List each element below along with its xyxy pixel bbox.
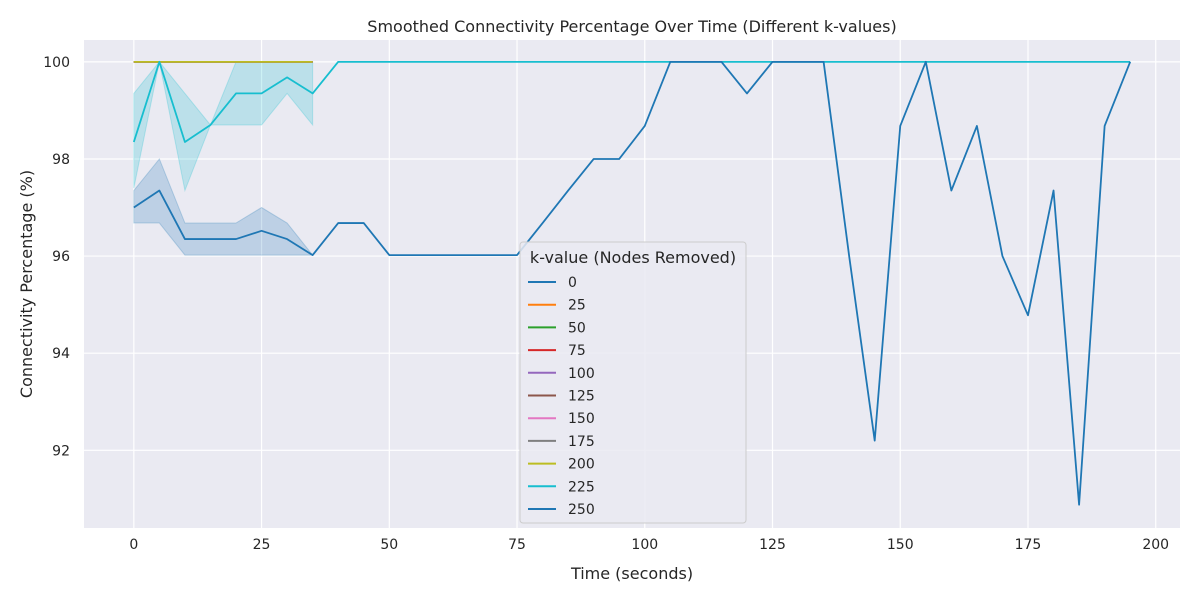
legend-label-150: 150 — [568, 411, 595, 427]
x-tick-label: 25 — [253, 537, 271, 553]
legend-items: 0 25 50 75 100 125 150 175 200 225 250 — [528, 275, 595, 518]
y-tick-labels: 92 94 96 98 100 — [43, 55, 70, 459]
x-tick-label: 50 — [380, 537, 398, 553]
x-tick-label: 75 — [508, 537, 526, 553]
legend-label-250: 250 — [568, 502, 595, 518]
x-tick-label: 0 — [129, 537, 138, 553]
y-tick-label: 92 — [52, 443, 70, 459]
legend-label-0: 0 — [568, 275, 577, 291]
legend-label-225: 225 — [568, 479, 595, 495]
legend: k-value (Nodes Removed) 0 25 50 75 100 125 150… — [519, 241, 747, 524]
legend-title: k-value (Nodes Removed) — [530, 248, 736, 267]
legend-label-200: 200 — [568, 457, 595, 473]
legend-label-175: 175 — [568, 434, 595, 450]
x-tick-label: 125 — [759, 537, 786, 553]
y-tick-label: 94 — [52, 346, 70, 362]
legend-label-75: 75 — [568, 343, 586, 359]
x-tick-label: 100 — [631, 537, 658, 553]
series-lines — [132, 60, 1132, 506]
y-axis-label: Connectivity Percentage (%) — [17, 170, 36, 398]
y-tick-label: 96 — [52, 249, 70, 265]
legend-box — [519, 241, 747, 524]
x-tick-label: 175 — [1015, 537, 1042, 553]
legend-label-50: 50 — [568, 320, 586, 336]
confidence-bands — [133, 61, 314, 256]
x-tick-labels: 0 25 50 75 100 125 150 175 200 — [129, 537, 1169, 553]
band-225 — [133, 61, 314, 193]
legend-label-25: 25 — [568, 298, 586, 314]
legend-label-100: 100 — [568, 366, 595, 382]
x-tick-label: 150 — [887, 537, 914, 553]
x-tick-label: 200 — [1142, 537, 1169, 553]
line-series-250 — [133, 60, 1132, 506]
legend-label-125: 125 — [568, 389, 595, 405]
line-series-225 — [132, 60, 1131, 143]
band-250 — [133, 157, 314, 256]
chart-title: Smoothed Connectivity Percentage Over Ti… — [367, 17, 896, 36]
y-tick-label: 98 — [52, 152, 70, 168]
y-tick-label: 100 — [43, 55, 70, 71]
x-axis-label: Time (seconds) — [570, 564, 693, 583]
